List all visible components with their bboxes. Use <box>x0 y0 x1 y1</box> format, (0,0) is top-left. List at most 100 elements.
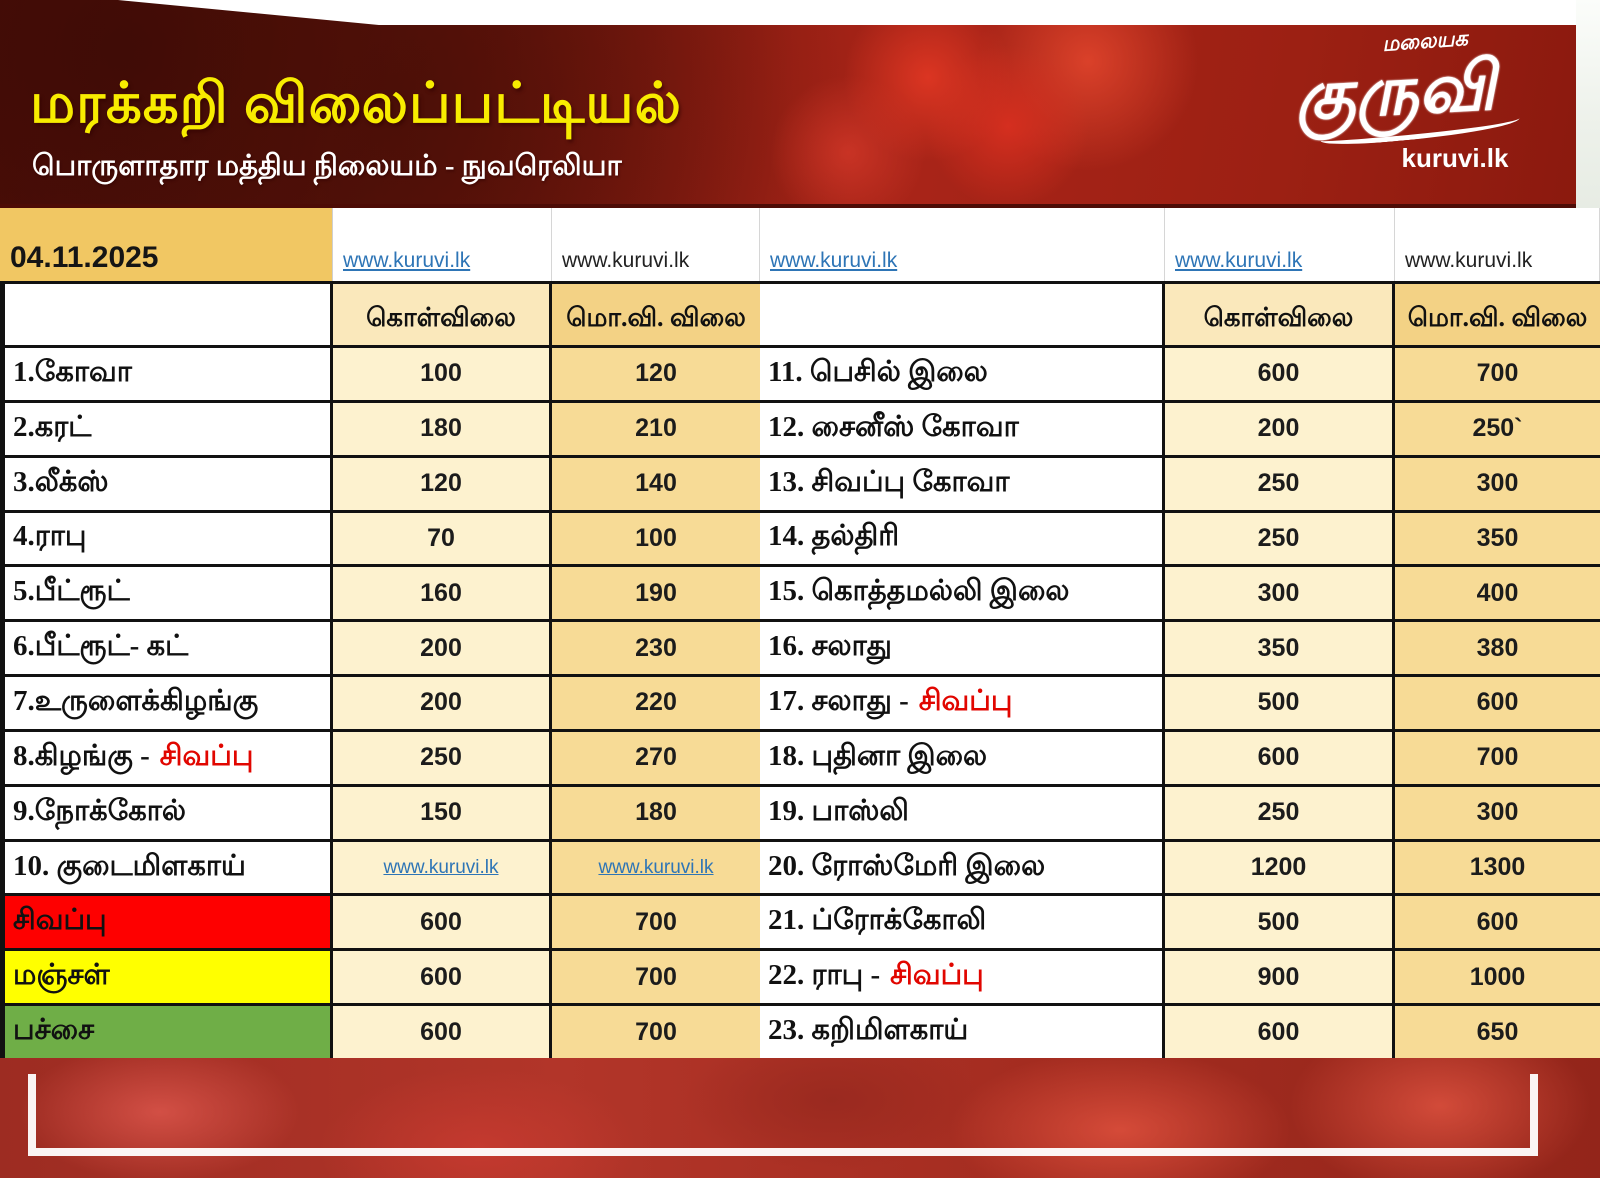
wholesale-price-value: 190 <box>635 578 677 607</box>
wholesale-price-value: 700 <box>635 907 677 936</box>
item-name-red-text: சிவப்பு <box>159 739 254 772</box>
wholesale-price-cell: 300 <box>1395 786 1600 842</box>
buy-price-cell: 180 <box>333 402 552 458</box>
wholesale-price-value: 600 <box>1476 907 1519 936</box>
buy-price-cell: 70 <box>333 512 552 568</box>
bottom-photo-band <box>0 1058 1600 1178</box>
date-row: 04.11.2025 www.kuruvi.lk www.kuruvi.lk w… <box>0 208 1600 281</box>
wholesale-price-cell: 210 <box>552 402 760 458</box>
item-name-cell: 16. சலாது <box>760 622 1165 678</box>
wholesale-price-value: 700 <box>635 1017 677 1046</box>
wholesale-price-value: 210 <box>635 414 677 443</box>
buy-price-value: 500 <box>1257 688 1300 717</box>
kuruvi-logo: மலையக குருவி kuruvi.lk <box>1230 25 1560 198</box>
buy-price-value: 900 <box>1257 962 1300 991</box>
item-name-cell: 17. சலாது - சிவப்பு <box>760 677 1165 732</box>
item-name-text: 2.கரட் <box>13 410 92 443</box>
item-name-cell: 7.உருளைக்கிழங்கு <box>0 677 333 732</box>
photo-frame <box>28 1074 1538 1156</box>
wholesale-price-cell: 100 <box>552 512 760 568</box>
item-name-text: 13. சிவப்பு கோவா <box>768 465 1010 498</box>
wholesale-price-cell: 1300 <box>1395 841 1600 897</box>
kuruvi-link[interactable]: www.kuruvi.lk <box>760 208 1165 281</box>
item-name-cell: 21. ப்ரோக்கோலி <box>760 896 1165 952</box>
buy-price-value: 200 <box>420 688 462 717</box>
wholesale-price-value: 700 <box>1476 743 1519 772</box>
wholesale-price-cell: 250` <box>1395 402 1600 458</box>
item-name-text: 14. தல்திரி <box>768 520 900 553</box>
date-label: 04.11.2025 <box>0 208 333 281</box>
item-name-cell: 19. பாஸ்லி <box>760 786 1165 842</box>
item-name-text: 19. பாஸ்லி <box>768 794 909 827</box>
item-name-text: 8.கிழங்கு - <box>13 739 150 772</box>
buy-price-cell: 200 <box>333 677 552 732</box>
wholesale-price-value: 230 <box>635 633 677 662</box>
wholesale-price-cell: www.kuruvi.lk <box>552 841 760 897</box>
buy-price-cell: 600 <box>1165 1006 1395 1061</box>
buy-price-value: 200 <box>1257 414 1300 443</box>
wholesale-price-value: 600 <box>1476 688 1519 717</box>
right-white-strip <box>1576 0 1600 208</box>
wholesale-price-cell: 700 <box>1395 348 1600 403</box>
buy-price-value: 1200 <box>1250 853 1307 882</box>
item-name-cell: 8.கிழங்கு - சிவப்பு <box>0 731 333 787</box>
item-name-text: 7.உருளைக்கிழங்கு <box>13 684 259 717</box>
buy-price-value: 600 <box>420 907 462 936</box>
buy-price-cell: 300 <box>1165 567 1395 623</box>
buy-price-value: 200 <box>420 633 462 662</box>
item-name-text: பச்சை <box>13 1014 95 1047</box>
kuruvi-link[interactable]: www.kuruvi.lk <box>1395 208 1600 281</box>
kuruvi-link[interactable]: www.kuruvi.lk <box>552 208 760 281</box>
buy-price-cell: 250 <box>1165 512 1395 568</box>
wholesale-price-value: 300 <box>1476 469 1519 498</box>
buy-price-value: 300 <box>1257 578 1300 607</box>
wholesale-price-value: 700 <box>635 962 677 991</box>
item-header-left-blank <box>0 284 333 348</box>
buy-price-cell: 100 <box>333 348 552 403</box>
item-header-right-blank <box>760 284 1165 348</box>
buy-price-cell: 600 <box>333 896 552 952</box>
buy-price-value: 160 <box>420 578 462 607</box>
wholesale-price-value: 700 <box>1476 359 1519 388</box>
item-name-text: 11. பெசில் இலை <box>768 355 988 388</box>
buy-price-header-right: கொள்விலை <box>1165 284 1395 348</box>
kuruvi-link[interactable]: www.kuruvi.lk <box>1165 208 1395 281</box>
buy-price-value: 350 <box>1257 633 1300 662</box>
banner: மரக்கறி விலைப்பட்டியல் பொருளாதார மத்திய … <box>0 0 1600 208</box>
page-subtitle: பொருளாதார மத்திய நிலையம் - நுவரெலியா <box>32 150 622 182</box>
item-name-text: மஞ்சள் <box>13 959 110 992</box>
item-name-cell: 4.ராபு <box>0 512 333 568</box>
item-name-text: 20. ரோஸ்மேரி இலை <box>768 849 1046 882</box>
wholesale-price-cell: 270 <box>552 731 760 787</box>
wholesale-price-cell: 700 <box>552 951 760 1007</box>
item-name-text: 17. சலாது - <box>768 684 909 717</box>
item-name-text: 5.பீட்ரூட் <box>13 575 130 608</box>
item-name-cell: 2.கரட் <box>0 402 333 458</box>
wholesale-price-header-right: மொ.வி. விலை <box>1395 284 1600 348</box>
item-name-cell: 22. ராபு - சிவப்பு <box>760 951 1165 1007</box>
item-name-cell: 12. சைனீஸ் கோவா <box>760 402 1165 458</box>
item-name-text: 6.பீட்ரூட்- கட் <box>13 630 189 663</box>
buy-price-cell: 600 <box>333 951 552 1007</box>
item-name-cell: 6.பீட்ரூட்- கட் <box>0 622 333 678</box>
buy-price-cell: 600 <box>333 1006 552 1061</box>
wholesale-price-cell: 190 <box>552 567 760 623</box>
kuruvi-link[interactable]: www.kuruvi.lk <box>598 856 714 878</box>
wholesale-price-cell: 700 <box>552 896 760 952</box>
item-name-cell: 20. ரோஸ்மேரி இலை <box>760 841 1165 897</box>
item-name-text: 1.கோவா <box>13 355 132 388</box>
buy-price-value: 250 <box>1257 469 1300 498</box>
buy-price-value: 250 <box>1257 798 1300 827</box>
item-name-cell: 14. தல்திரி <box>760 512 1165 568</box>
kuruvi-link[interactable]: www.kuruvi.lk <box>333 208 552 281</box>
item-name-text: 18. புதினா இலை <box>768 739 988 772</box>
wholesale-price-cell: 600 <box>1395 677 1600 732</box>
wholesale-price-value: 270 <box>635 743 677 772</box>
kuruvi-link[interactable]: www.kuruvi.lk <box>383 856 499 878</box>
wholesale-price-cell: 300 <box>1395 457 1600 513</box>
wholesale-price-value: 1300 <box>1469 853 1526 882</box>
wholesale-price-value: 140 <box>635 469 677 498</box>
wholesale-price-value: 120 <box>635 359 677 388</box>
buy-price-cell: 150 <box>333 786 552 842</box>
